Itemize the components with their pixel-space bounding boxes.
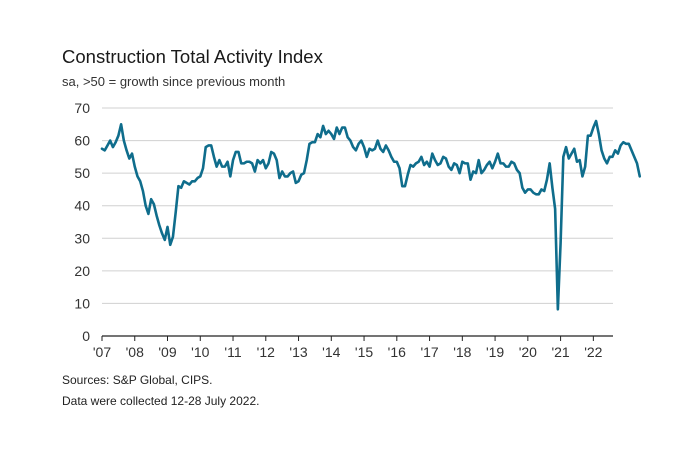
x-tick-label: '17 [420, 344, 438, 360]
x-axis: '07 '08 '09 '10 '11 '12 '13 '14 '15 '16 '17 '18 '19 '… [93, 335, 613, 360]
x-tick-label: '15 [355, 344, 373, 360]
y-tick-label: 40 [74, 198, 90, 214]
x-tick-label: '08 [126, 344, 144, 360]
y-tick-label: 20 [74, 263, 90, 279]
chart-title: Construction Total Activity Index [62, 46, 323, 67]
y-tick-label: 30 [74, 230, 90, 246]
x-tick-label: '11 [224, 344, 241, 360]
x-tick-label: '16 [388, 344, 406, 360]
y-tick-label: 60 [74, 133, 90, 149]
x-tick-label: '22 [584, 344, 602, 360]
y-tick-label: 50 [74, 165, 90, 181]
x-tick-label: '19 [486, 344, 504, 360]
grid-lines [102, 107, 613, 304]
x-tick-label: '09 [158, 344, 176, 360]
chart-subtitle: sa, >50 = growth since previous month [62, 74, 286, 89]
x-tick-label: '14 [322, 344, 340, 360]
source-note: Sources: S&P Global, CIPS. [62, 373, 213, 387]
collection-note: Data were collected 12-28 July 2022. [62, 394, 260, 408]
y-axis-tick-labels: 0 10 20 30 40 50 60 70 [74, 100, 90, 344]
x-tick-label: '07 [93, 344, 111, 360]
x-tick-label: '10 [191, 344, 209, 360]
y-tick-label: 0 [82, 328, 90, 344]
x-tick-label: '12 [257, 344, 275, 360]
x-tick-label: '20 [519, 344, 537, 360]
x-tick-label: '18 [453, 344, 471, 360]
series-line-activity-index [100, 119, 642, 311]
x-tick-label: '13 [289, 344, 307, 360]
y-tick-label: 70 [74, 100, 90, 116]
series-group [100, 119, 642, 311]
y-tick-label: 10 [74, 295, 90, 311]
x-tick-label: '21 [551, 344, 569, 360]
